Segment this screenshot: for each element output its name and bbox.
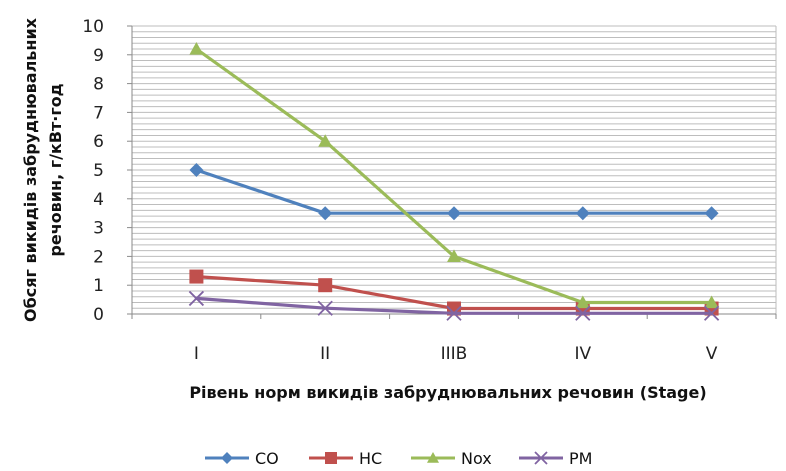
data-point-nox [704, 295, 719, 309]
x-tick-label: II [320, 344, 330, 364]
y-tick-label: 3 [93, 219, 104, 239]
y-tick-label: 0 [93, 305, 104, 325]
legend-marker-nox [427, 452, 439, 463]
marker-stroke [317, 300, 333, 316]
y-tick-label: 1 [93, 276, 104, 296]
y-tick-label: 5 [93, 161, 104, 181]
y-tick-label: 9 [93, 46, 104, 66]
data-point-nox [575, 295, 590, 309]
y-axis-title-line-2: речовин, г/кВт·год [46, 83, 65, 256]
legend-item-pm: PM [519, 449, 592, 468]
legend-item-nox: Nox [411, 449, 492, 468]
data-point-pm [446, 305, 462, 321]
data-point-hc [189, 269, 204, 284]
series-pm [188, 290, 720, 321]
y-tick-label: 10 [82, 17, 104, 37]
x-tick-label: V [706, 344, 718, 364]
x-tick-label: IIIB [441, 344, 468, 364]
marker-stroke [446, 305, 462, 321]
legend-label-pm: PM [569, 449, 592, 468]
data-point-co [575, 206, 590, 221]
data-point-co [447, 206, 461, 221]
labels: Обсяг викидів забруднювальних речовин, г… [21, 17, 707, 402]
y-tick-label: 6 [93, 132, 104, 152]
legend-marker-pm [534, 451, 548, 465]
y-tick-label: 8 [93, 75, 104, 95]
data-point-pm [575, 305, 591, 321]
legend-label-nox: Nox [461, 449, 492, 468]
marker-stroke [575, 305, 591, 321]
legend: CO HC Nox PM [205, 449, 592, 468]
legend-label-hc: HC [359, 449, 382, 468]
legend-item-co: CO [205, 449, 279, 468]
data-point-co [189, 163, 204, 177]
y-tick-label: 7 [93, 103, 104, 123]
marker-stroke [534, 451, 548, 465]
data-point-nox [447, 249, 461, 262]
x-tick-label: IV [574, 344, 591, 364]
legend-label-co: CO [255, 449, 279, 468]
data-point-pm [188, 290, 205, 307]
data-point-pm [703, 305, 720, 321]
x-axis-title: Рівень норм викидів забруднювальних речо… [189, 383, 706, 402]
data-point-co [318, 206, 333, 221]
legend-marker-hc [325, 452, 337, 464]
series-co [189, 163, 719, 221]
legend-marker-co [221, 452, 233, 464]
legend-item-hc: HC [309, 449, 382, 468]
marker-stroke [188, 290, 205, 307]
data-point-nox [318, 134, 333, 147]
y-axis-title-line-1: Обсяг викидів забруднювальних [21, 17, 40, 322]
data-point-co [704, 206, 719, 221]
series [188, 42, 720, 321]
data-point-nox [189, 42, 204, 55]
data-point-hc [318, 278, 333, 293]
gridlines [132, 25, 777, 314]
series-nox [189, 42, 719, 309]
y-tick-label: 2 [93, 247, 104, 267]
y-tick-label: 4 [93, 190, 104, 210]
marker-stroke [703, 305, 720, 321]
data-point-pm [317, 300, 333, 316]
x-tick-label: I [194, 344, 199, 364]
